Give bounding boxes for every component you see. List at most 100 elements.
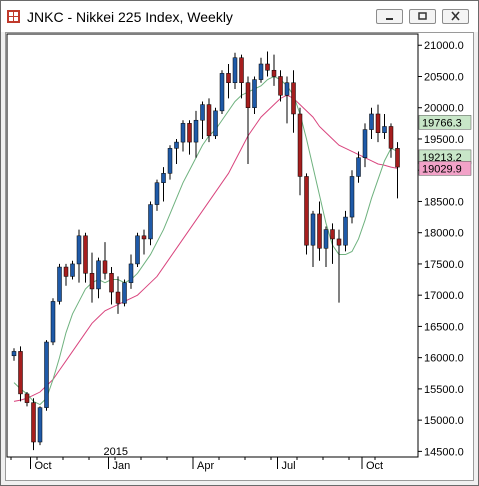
x-tick-label: Oct	[366, 460, 383, 472]
plot-area	[6, 33, 419, 458]
candle-body	[252, 79, 257, 108]
candle-body	[102, 260, 108, 274]
candle	[226, 63, 231, 99]
close-button[interactable]	[442, 9, 469, 24]
candle-body	[128, 263, 134, 283]
price-tag: 19029.9	[418, 161, 472, 176]
y-tick-label: 21000.0	[424, 40, 464, 52]
candle-body	[50, 301, 56, 343]
y-tick-label: 15000.0	[424, 415, 464, 427]
candle	[154, 179, 160, 211]
candle-body	[57, 266, 62, 302]
candle-body	[154, 182, 160, 205]
candle	[31, 398, 36, 451]
candle-body	[96, 260, 101, 290]
candle-body	[245, 82, 251, 108]
candle-body	[265, 63, 270, 71]
candle-body	[83, 235, 88, 274]
candle	[349, 170, 355, 224]
price-tag: 19766.3	[418, 115, 472, 130]
candle-body	[323, 229, 329, 249]
candle-body	[187, 123, 192, 143]
candle-body	[115, 291, 121, 304]
candle-body	[135, 235, 140, 265]
candle-body	[362, 129, 368, 158]
candle-body	[297, 113, 303, 177]
candle	[317, 201, 322, 261]
candle	[187, 120, 192, 155]
candle	[44, 340, 49, 411]
candle	[343, 210, 348, 252]
candle-body	[31, 402, 36, 443]
chart-area[interactable]: 14500.0 15000.0 15500.0 16000.0 16500.0 17000…	[5, 32, 474, 481]
candle	[206, 98, 212, 143]
candle-body	[349, 176, 355, 218]
candle	[141, 229, 147, 255]
candle-body	[284, 82, 290, 96]
y-tick-label: 16500.0	[424, 321, 464, 333]
restore-icon	[418, 12, 427, 20]
candle-body	[232, 57, 238, 83]
moving-average-fast	[13, 75, 398, 406]
candle-body	[291, 82, 296, 115]
title-bar[interactable]: JNKC - Nikkei 225 Index, Weekly	[1, 1, 478, 32]
restore-button[interactable]	[409, 9, 436, 24]
candle-body	[206, 104, 212, 137]
y-tick-label: 15500.0	[424, 384, 464, 396]
candle-body	[24, 393, 30, 403]
candle-body	[219, 73, 225, 112]
candle-body	[109, 273, 114, 293]
price-tag-box	[418, 161, 472, 176]
y-tick-label: 17000.0	[424, 290, 464, 302]
candle	[323, 226, 329, 268]
candle-body	[258, 63, 264, 80]
candle	[122, 279, 127, 307]
candle-body	[70, 263, 75, 277]
candle-body	[395, 148, 400, 168]
candle	[258, 57, 264, 83]
candle-body	[369, 113, 374, 130]
price-tag: 19213.2	[418, 149, 472, 165]
candle	[330, 223, 335, 264]
candle	[161, 167, 166, 202]
candle	[219, 70, 225, 114]
candle-body	[336, 238, 342, 246]
price-tag-label: 19029.9	[422, 163, 462, 175]
candle	[83, 232, 88, 283]
candle	[89, 252, 95, 303]
candle	[193, 110, 199, 158]
candlestick-chart[interactable]: 14500.0 15000.0 15500.0 16000.0 16500.0 17000…	[6, 33, 473, 480]
y-tick-label: 17500.0	[424, 259, 464, 271]
candle-body	[174, 141, 179, 149]
candle	[395, 142, 400, 199]
candle-body	[375, 113, 381, 133]
candle-body	[63, 266, 69, 277]
candle	[37, 406, 43, 446]
price-tag-label: 19766.3	[422, 117, 462, 129]
candle	[115, 276, 121, 314]
candle	[50, 298, 56, 346]
window-title: JNKC - Nikkei 225 Index, Weekly	[27, 9, 233, 25]
x-tick-label: Apr	[197, 460, 214, 472]
candle	[245, 76, 251, 164]
candle	[375, 104, 381, 143]
candle	[180, 120, 186, 152]
y-tick-label: 14500.0	[424, 446, 464, 458]
candle-body	[11, 351, 17, 357]
candle-body	[141, 235, 147, 240]
candle	[213, 107, 218, 139]
candle-body	[382, 126, 387, 133]
x-tick-label: Oct	[35, 460, 52, 472]
minimize-button[interactable]	[376, 9, 403, 24]
candle	[252, 76, 257, 114]
y-tick-label: 18500.0	[424, 196, 464, 208]
candle	[63, 263, 69, 286]
candle-body	[239, 57, 244, 83]
candles	[11, 51, 400, 451]
candle	[265, 51, 270, 77]
candle	[382, 113, 387, 139]
candle	[362, 123, 368, 168]
candle-body	[271, 69, 277, 77]
x-tick-label: Jul	[282, 460, 296, 472]
